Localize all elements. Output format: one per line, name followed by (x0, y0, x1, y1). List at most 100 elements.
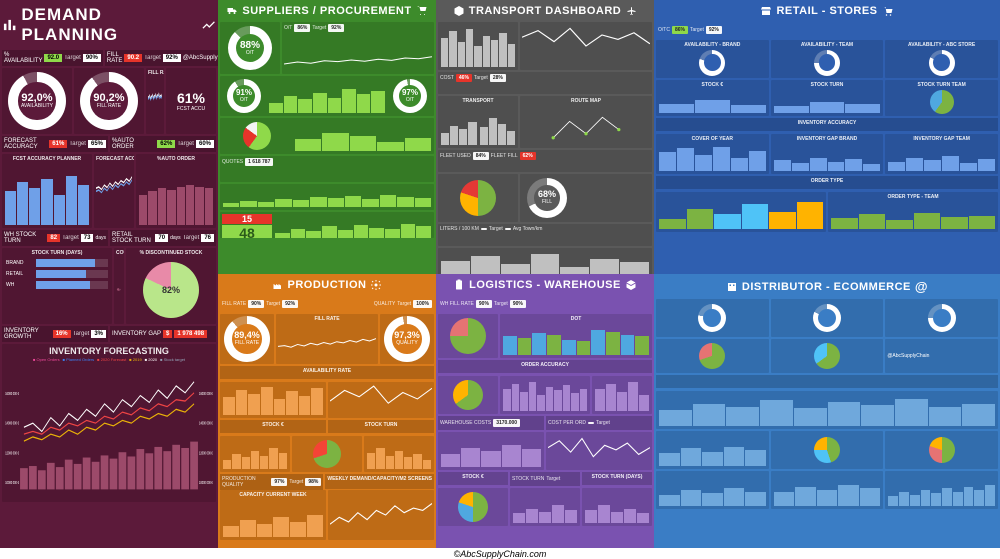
panel-header-retail: RETAIL - STORES (656, 2, 998, 22)
inventory-forecast: INVENTORY FORECASTING Open OrdersPlanned… (2, 344, 216, 502)
title-text: RETAIL - STORES (776, 5, 877, 17)
avail-title: AVAILABILITY RATE (220, 366, 434, 379)
gear-icon (370, 279, 382, 291)
cart-icon (416, 5, 428, 17)
forecast-chart: 10000 000 €10000 000 €12000 000 €12000 0… (4, 362, 214, 500)
flag-badge: 15 (222, 214, 272, 224)
title-text: DISTRIBUTOR - ECOMMERCE (742, 281, 911, 293)
donut-row (656, 299, 998, 337)
fleet-metric: FLEET USED84%FLEET FILL62% (438, 150, 652, 172)
pie-fleet (438, 174, 518, 222)
order-title: ORDER TYPE (656, 176, 998, 189)
bot-grid-2 (656, 471, 998, 509)
discontinued-pie: % DISCONTINUED STOCK82% (126, 248, 216, 324)
top-row: DOT (438, 314, 652, 358)
bar-icon (2, 17, 17, 33)
panel-production: PRODUCTION FILL RATE90%Target92% QUALITY… (218, 274, 436, 548)
route-map: ROUTE MAP (520, 96, 652, 148)
panel-retail: RETAIL - STORES O/TC86%Target92% AVAILAB… (654, 0, 1000, 274)
stock-row: STOCK € STOCK TURN STOCK TURN TEAM (656, 80, 998, 116)
bot-grid-1 (656, 431, 998, 469)
svg-text:10000 000 €: 10000 000 € (199, 480, 213, 485)
at-icon: @ (915, 279, 928, 294)
cart-icon (882, 5, 894, 17)
metric-row-1: % AVAILABILITY92.0Target90% FILL RATE90.… (2, 50, 216, 66)
plane-icon (625, 5, 637, 17)
title-text: PRODUCTION (288, 279, 367, 291)
transport-label: TRANSPORT (438, 96, 518, 148)
prod-quality-row: PRODUCTION QUALITY97%Target98% WEEKLY DE… (220, 474, 434, 488)
bars-mid (268, 78, 386, 114)
wh-title-row: WAREHOUSE COSTS3170.000 COST PER ORDTarg… (438, 416, 652, 430)
stock-row: STOCK TURN (DAYS) BRANDRETAILWH COUNTRY … (2, 248, 216, 324)
panel-demand: DEMAND PLANNING % AVAILABILITY92.0Target… (0, 0, 218, 548)
svg-text:12000 000 €: 12000 000 € (199, 451, 213, 456)
clipboard-icon (453, 279, 465, 291)
title-text: DEMAND PLANNING (21, 5, 196, 45)
donut-fill: 68%FILL (520, 174, 652, 222)
svg-text:14000 000 €: 14000 000 € (5, 421, 19, 426)
sparkline (284, 32, 432, 72)
store-icon (760, 5, 772, 17)
mid-title (656, 375, 998, 388)
donut-ot-main: 88%O/T (220, 22, 280, 74)
panel-header-distributor: DISTRIBUTOR - ECOMMERCE @ (656, 276, 998, 299)
title-text: SUPPLIERS / PROCUREMENT (242, 5, 411, 17)
stock-row (220, 436, 434, 472)
factory-icon (272, 279, 284, 291)
cap-row: CAPACITY CURRENT WEEK (220, 490, 434, 540)
dashboard-grid: SUPPLIERS / PROCUREMENT 88%O/T O/T86%Tar… (0, 0, 1000, 548)
wh-row (438, 432, 652, 470)
bars-2 (294, 120, 432, 152)
panel-suppliers: SUPPLIERS / PROCUREMENT 88%O/T O/T86%Tar… (218, 0, 436, 274)
svg-text:16000 000 €: 16000 000 € (5, 391, 19, 396)
bottom-row: 15 48 (220, 212, 434, 238)
stock-row (438, 488, 652, 526)
fcst-accu: 61%FCST ACCU (166, 68, 216, 134)
donut-fill: 90,2%FILL RATE (74, 68, 144, 134)
fcst-planner: FCST ACCURACY PLANNER (2, 154, 92, 228)
panel-logistics: LOGISTICS - WAREHOUSE WH FILL RATE90%Tar… (436, 274, 654, 548)
donut-row: 92,0%AVAILABILITY 90,2%FILL RATE FILL RA… (2, 68, 216, 134)
order-row: ORDER TYPE - TEAM (656, 192, 998, 232)
box-icon (453, 5, 465, 17)
auto-order: %AUTO ORDER (136, 154, 216, 228)
metric-row-3: WH STOCK TURN82Target73days RETAIL STOCK… (2, 230, 216, 246)
svg-text:14000 000 €: 14000 000 € (199, 421, 213, 426)
title-text: LOGISTICS - WAREHOUSE (469, 279, 621, 291)
bars-3 (220, 184, 434, 210)
line-icon (201, 17, 216, 33)
bottom-bars (438, 248, 652, 274)
acc-title: ORDER ACCURACY (438, 360, 652, 373)
inv-row: COVER OF YEAR INVENTORY GAP BRAND INVENT… (656, 134, 998, 174)
metric-row-4: INVENTORY GROWTH16%Target3% INVENTORY GA… (2, 326, 216, 342)
title-text: TRANSPORT DASHBOARD (469, 5, 622, 17)
fill-line: FILL RATE (146, 68, 164, 134)
truck-icon (226, 5, 238, 17)
box-icon (625, 279, 637, 291)
pie-row (220, 118, 434, 154)
line-chart-top: O/T86%Target92% (282, 22, 434, 74)
svg-text:16000 000 €: 16000 000 € (199, 391, 213, 396)
bars-top (438, 22, 518, 70)
panel-header-demand: DEMAND PLANNING (2, 2, 216, 50)
cost-metric: COST46%Target28% (438, 72, 652, 94)
panel-header-suppliers: SUPPLIERS / PROCUREMENT (220, 2, 434, 22)
panel-distributor: DISTRIBUTOR - ECOMMERCE @ @AbcSupplyChai… (654, 274, 1000, 548)
stock-turn-bars: STOCK TURN (DAYS) BRANDRETAILWH (2, 248, 112, 324)
inv-title: INVENTORY ACCURACY (656, 118, 998, 131)
panel-transport: TRANSPORT DASHBOARD COST46%Target28% TRA… (436, 0, 654, 274)
kpi-top: FILL RATE90%Target92% QUALITYTarget100% (220, 296, 434, 312)
kpi-top: WH FILL RATE90%Target90% (438, 296, 652, 312)
avail-row (220, 382, 434, 418)
donut-avail: 92,0%AVAILABILITY (2, 68, 72, 134)
stock-title-row: STOCK € STOCK TURNTarget STOCK TURN (DAY… (438, 472, 652, 486)
fcst-row: FCST ACCURACY PLANNER FORECAST ACCURACY … (2, 154, 216, 228)
avail-donuts: AVAILABILITY - BRAND AVAILABILITY - TEAM… (656, 40, 998, 78)
panel-header-transport: TRANSPORT DASHBOARD (438, 2, 652, 22)
country-map: COUNTRY STOCK TURN (114, 248, 124, 324)
stock-title-row: STOCK € STOCK TURN (220, 420, 434, 434)
building-icon (726, 281, 738, 293)
svg-text:12000 000 €: 12000 000 € (5, 451, 19, 456)
donut-row: 89,4%FILL RATE FILL RATE 97,3%QUALITY (220, 314, 434, 364)
